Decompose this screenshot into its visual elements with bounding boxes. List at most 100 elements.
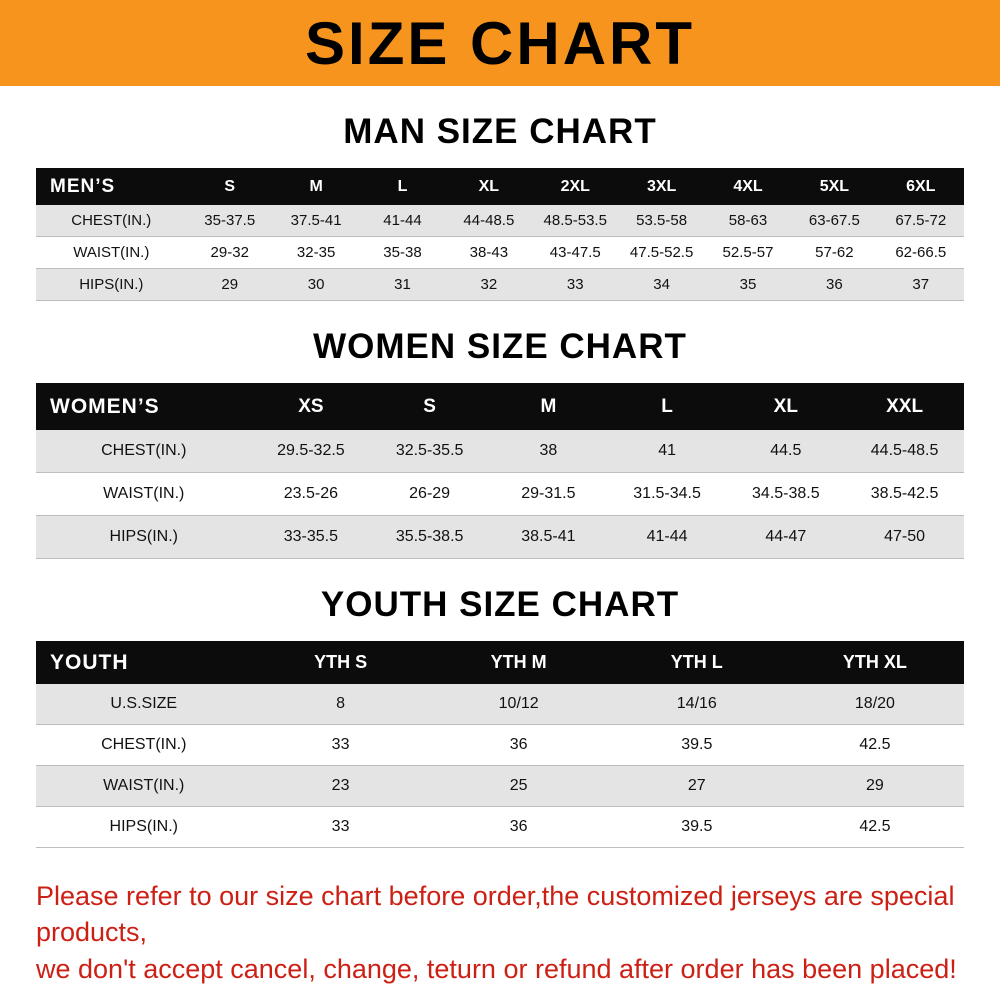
value-cell: 62-66.5: [877, 236, 964, 269]
value-cell: 33: [251, 724, 430, 766]
footer-disclaimer: Please refer to our size chart before or…: [36, 878, 1000, 987]
value-cell: 32-35: [272, 236, 360, 269]
row-label-cell: HIPS(IN.): [36, 515, 252, 559]
row-label-cell: HIPS(IN.): [36, 268, 187, 301]
value-cell: 63-67.5: [791, 205, 878, 237]
size-column-header: L: [607, 383, 727, 430]
footer-disclaimer-line-2: we don't accept cancel, change, teturn o…: [36, 953, 957, 984]
size-column-header: S: [186, 168, 273, 205]
size-column-header: XS: [251, 383, 371, 430]
value-cell: 38-43: [445, 236, 533, 269]
value-cell: 67.5-72: [877, 205, 964, 237]
value-cell: 41: [607, 430, 727, 473]
value-cell: 35: [704, 268, 792, 301]
table-title-cell: MEN’S: [36, 168, 187, 205]
value-cell: 29: [186, 268, 273, 301]
size-column-header: YTH L: [607, 641, 786, 684]
value-cell: 34: [618, 268, 705, 301]
value-cell: 36: [429, 724, 608, 766]
mens-section: MAN SIZE CHART MEN’S S M L XL 2XL 3XL 4XL 5XL 6XL…: [0, 112, 1000, 301]
value-cell: 33: [251, 806, 430, 848]
value-cell: 39.5: [607, 806, 786, 848]
value-cell: 26-29: [370, 472, 489, 516]
size-column-header: 3XL: [618, 168, 705, 205]
value-cell: 52.5-57: [704, 236, 792, 269]
value-cell: 31.5-34.5: [607, 472, 727, 516]
value-cell: 34.5-38.5: [726, 472, 846, 516]
value-cell: 29-31.5: [488, 472, 608, 516]
value-cell: 29.5-32.5: [251, 430, 371, 473]
value-cell: 44.5: [726, 430, 846, 473]
value-cell: 29: [785, 765, 964, 807]
row-label-cell: HIPS(IN.): [36, 806, 252, 848]
size-column-header: 2XL: [532, 168, 619, 205]
value-cell: 32.5-35.5: [370, 430, 489, 473]
youth-size-table: YOUTH YTH S YTH M YTH L YTH XL U.S.SIZE 8 10/12…: [36, 641, 964, 848]
value-cell: 57-62: [791, 236, 878, 269]
value-cell: 41-44: [607, 515, 727, 559]
value-cell: 32: [445, 268, 533, 301]
value-cell: 8: [251, 684, 430, 725]
value-cell: 25: [429, 765, 608, 807]
value-cell: 38.5-42.5: [845, 472, 964, 516]
size-column-header: XXL: [845, 383, 964, 430]
value-cell: 36: [791, 268, 878, 301]
row-label-cell: WAIST(IN.): [36, 472, 252, 516]
size-column-header: 5XL: [791, 168, 878, 205]
size-chart-banner: SIZE CHART: [0, 0, 1000, 86]
size-column-header: XL: [445, 168, 533, 205]
size-column-header: M: [488, 383, 608, 430]
value-cell: 33: [532, 268, 619, 301]
womens-section-heading: WOMEN SIZE CHART: [313, 327, 687, 366]
value-cell: 48.5-53.5: [532, 205, 619, 237]
value-cell: 36: [429, 806, 608, 848]
value-cell: 33-35.5: [251, 515, 371, 559]
size-column-header: YTH XL: [785, 641, 964, 684]
row-label-cell: CHEST(IN.): [36, 205, 187, 237]
value-cell: 31: [359, 268, 446, 301]
value-cell: 35.5-38.5: [370, 515, 489, 559]
size-column-header: XL: [726, 383, 846, 430]
value-cell: 47-50: [845, 515, 964, 559]
value-cell: 18/20: [785, 684, 964, 725]
page-title: SIZE CHART: [305, 9, 695, 77]
mens-section-heading: MAN SIZE CHART: [343, 112, 657, 151]
value-cell: 39.5: [607, 724, 786, 766]
value-cell: 42.5: [785, 806, 964, 848]
size-column-header: L: [359, 168, 446, 205]
value-cell: 37: [877, 268, 964, 301]
table-title-cell: YOUTH: [36, 641, 252, 684]
value-cell: 23.5-26: [251, 472, 371, 516]
size-column-header: 6XL: [877, 168, 964, 205]
value-cell: 30: [272, 268, 360, 301]
value-cell: 38.5-41: [488, 515, 608, 559]
value-cell: 35-38: [359, 236, 446, 269]
size-column-header: 4XL: [704, 168, 792, 205]
value-cell: 44-48.5: [445, 205, 533, 237]
value-cell: 44.5-48.5: [845, 430, 964, 473]
youth-section: YOUTH SIZE CHART YOUTH YTH S YTH M YTH L YTH…: [0, 585, 1000, 848]
youth-section-heading: YOUTH SIZE CHART: [320, 585, 680, 624]
row-label-cell: U.S.SIZE: [36, 684, 252, 725]
value-cell: 44-47: [726, 515, 846, 559]
value-cell: 58-63: [704, 205, 792, 237]
value-cell: 14/16: [607, 684, 786, 725]
value-cell: 10/12: [429, 684, 608, 725]
value-cell: 27: [607, 765, 786, 807]
size-column-header: S: [370, 383, 489, 430]
value-cell: 37.5-41: [272, 205, 360, 237]
womens-size-table: WOMEN’S XS S M L XL XXL CHEST(IN.) 29.5-32.5 32.5…: [36, 383, 964, 559]
value-cell: 42.5: [785, 724, 964, 766]
value-cell: 41-44: [359, 205, 446, 237]
row-label-cell: CHEST(IN.): [36, 430, 252, 473]
mens-size-table: MEN’S S M L XL 2XL 3XL 4XL 5XL 6XL CHEST(IN.) 35-37…: [36, 168, 964, 301]
row-label-cell: WAIST(IN.): [36, 765, 252, 807]
row-label-cell: CHEST(IN.): [36, 724, 252, 766]
value-cell: 35-37.5: [186, 205, 273, 237]
table-title-cell: WOMEN’S: [36, 383, 252, 430]
footer-disclaimer-line-1: Please refer to our size chart before or…: [36, 881, 955, 948]
value-cell: 43-47.5: [532, 236, 619, 269]
size-column-header: YTH M: [429, 641, 608, 684]
row-label-cell: WAIST(IN.): [36, 236, 187, 269]
value-cell: 23: [251, 765, 430, 807]
